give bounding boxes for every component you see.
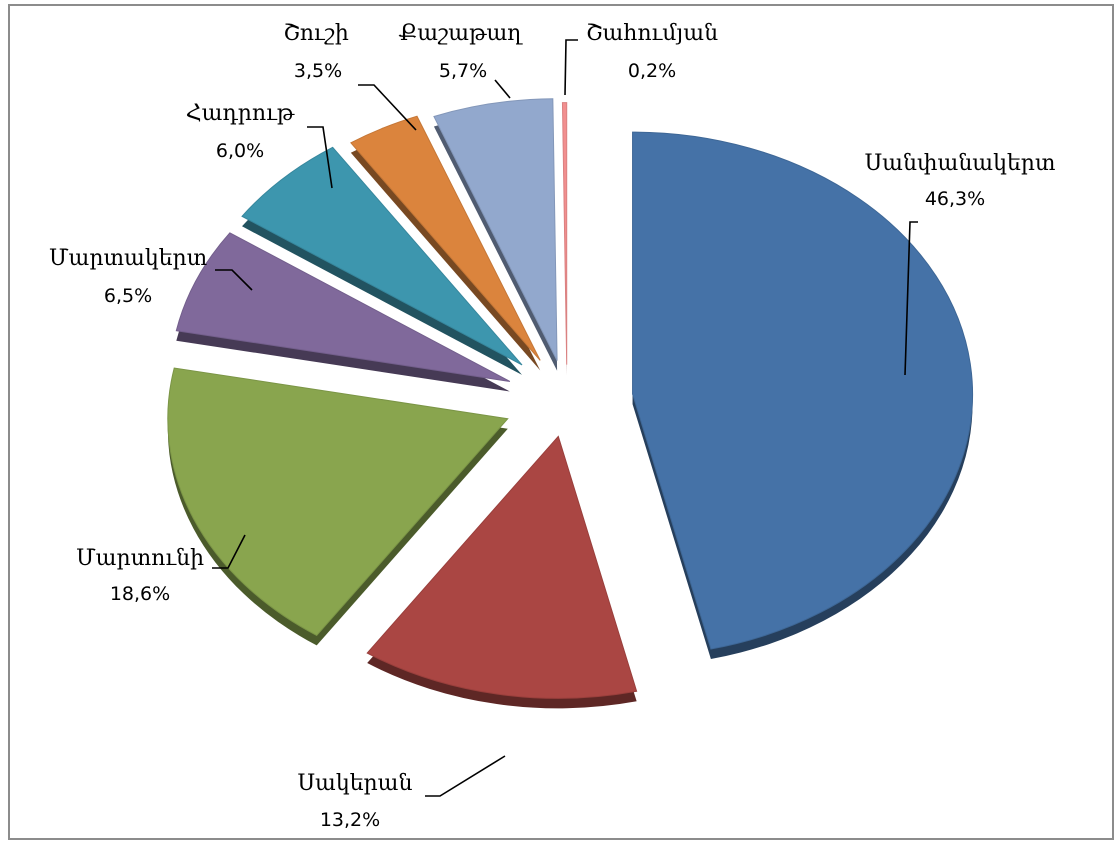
pie-slice-7[interactable]: [561, 102, 568, 365]
pie-slice-4[interactable]: [241, 146, 523, 366]
slice-label-5: Շուշի: [283, 21, 349, 46]
leader-line-0: [904, 221, 918, 376]
pie-slice-0[interactable]: [632, 131, 974, 650]
leader-line-4: [307, 126, 333, 189]
leader-line-6: [494, 79, 511, 99]
leader-line-1: [425, 755, 506, 797]
slice-percent-1: 13,2%: [320, 809, 380, 831]
slice-percent-0: 46,3%: [925, 188, 985, 210]
slice-label-4: Հադրութ: [186, 101, 295, 126]
slice-label-3: Մարտակերտ: [49, 246, 207, 271]
pie-slice-2[interactable]: [167, 367, 509, 637]
slice-label-2: Մարտունի: [76, 546, 204, 571]
slice-percent-7: 0,2%: [628, 60, 676, 82]
leader-line-3: [215, 269, 253, 291]
leader-line-5: [358, 84, 417, 131]
slice-label-0: Սանփանակերտ: [865, 151, 1056, 176]
pie-slice-5[interactable]: [350, 115, 541, 361]
pie-slice-6[interactable]: [433, 98, 558, 361]
leader-line-2: [212, 534, 246, 569]
slice-percent-5: 3,5%: [294, 60, 342, 82]
slice-percent-3: 6,5%: [104, 285, 152, 307]
leader-line-7: [564, 39, 578, 96]
slice-percent-2: 18,6%: [110, 583, 170, 605]
pie-slice-1[interactable]: [366, 435, 638, 699]
pie-slice-3[interactable]: [175, 232, 511, 382]
slice-label-6: Քաշաթաղ: [399, 21, 524, 46]
slice-label-1: Սակերան: [297, 771, 412, 796]
slice-percent-6: 5,7%: [439, 60, 487, 82]
slice-percent-4: 6,0%: [216, 140, 264, 162]
slice-label-7: Շահումյան: [586, 21, 718, 46]
